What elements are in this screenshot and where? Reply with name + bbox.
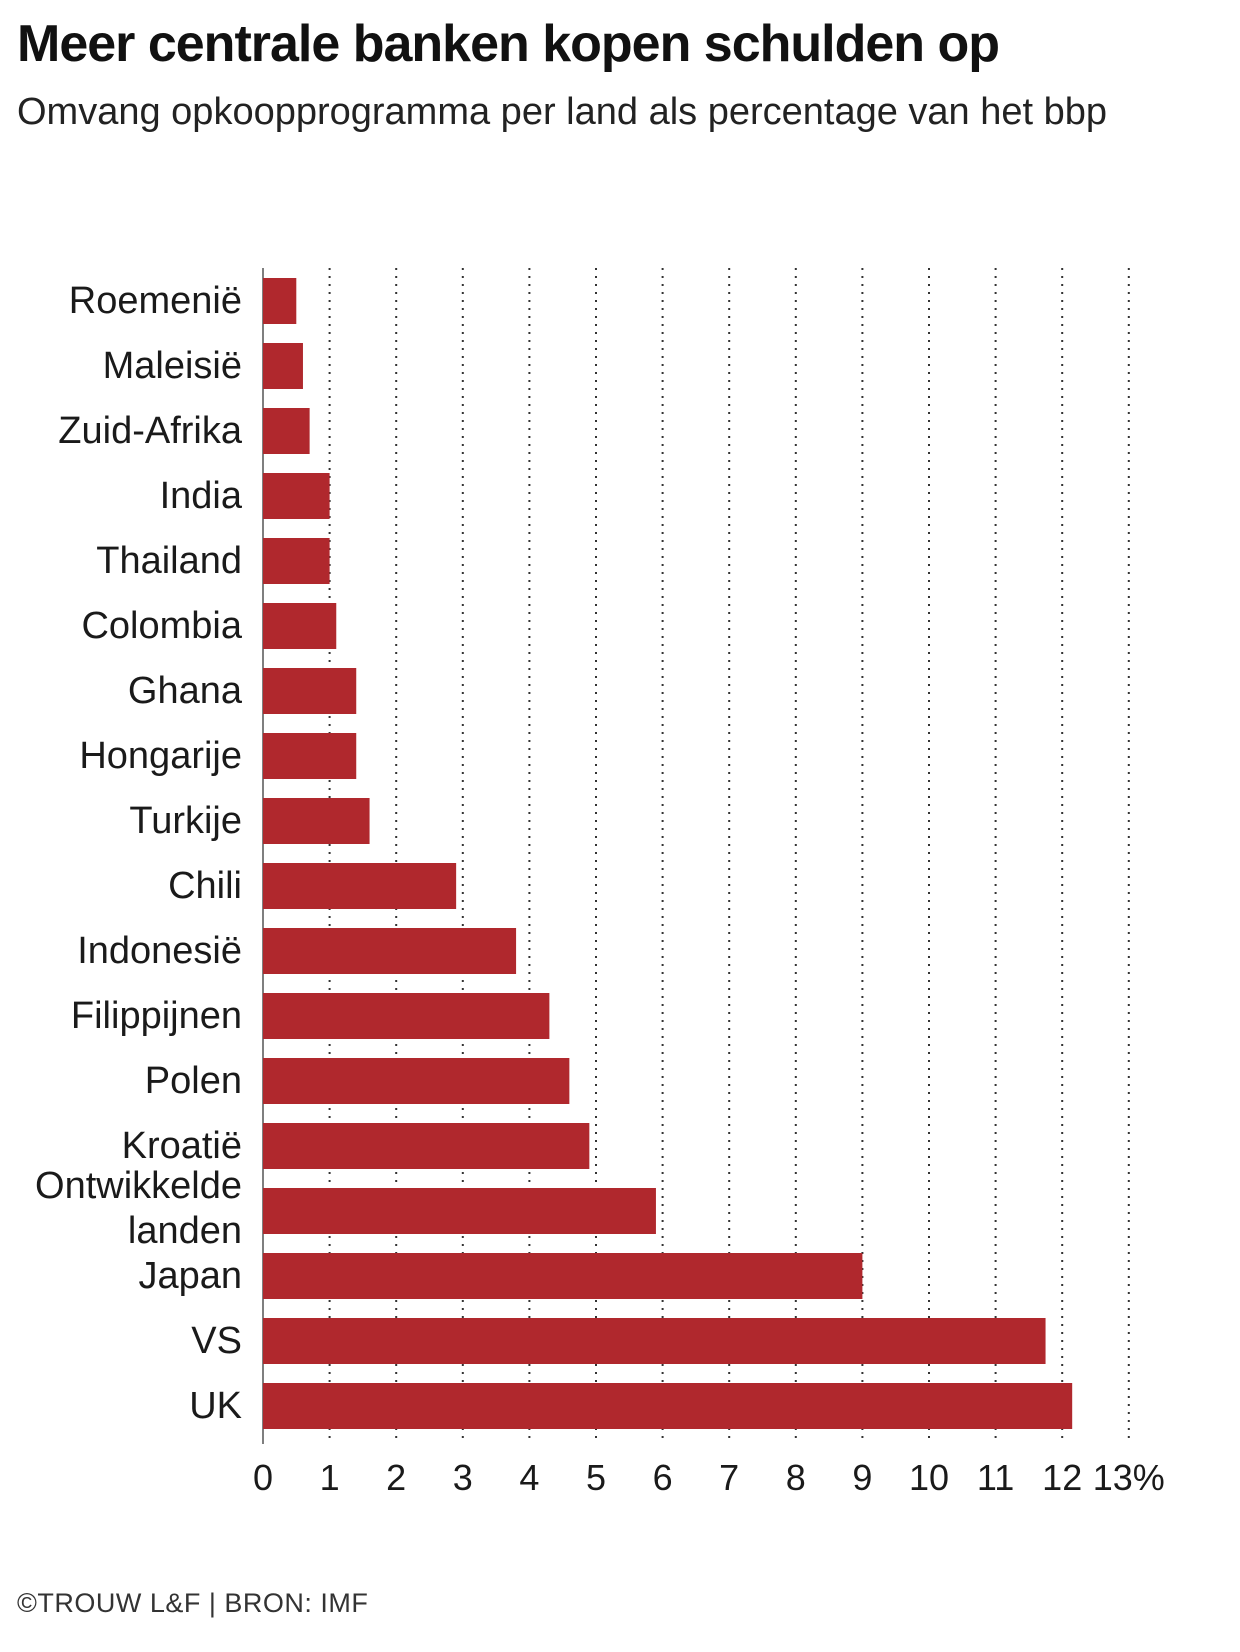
bar-chart: Roemenië Maleisië Zuid-Afrika India Thailand… bbox=[35, 268, 1165, 1498]
x-tick-label: 11 bbox=[977, 1457, 1014, 1498]
category-label: Indonesië bbox=[77, 930, 242, 972]
category-label: India bbox=[160, 475, 243, 517]
category-label: Japan bbox=[138, 1255, 242, 1297]
bar bbox=[263, 1383, 1073, 1429]
category-label: Ghana bbox=[128, 670, 243, 712]
category-label: Maleisië bbox=[103, 345, 242, 387]
bar bbox=[263, 408, 310, 454]
chart-subtitle: Omvang opkoopprogramma per land als perc… bbox=[17, 91, 1108, 133]
x-tick-label: 0 bbox=[253, 1457, 273, 1498]
bar bbox=[263, 1253, 863, 1299]
bar bbox=[263, 538, 330, 584]
x-tick-label: 1 bbox=[320, 1457, 340, 1498]
bar bbox=[263, 1058, 570, 1104]
x-tick-label: 6 bbox=[653, 1457, 673, 1498]
category-label: Chili bbox=[168, 865, 242, 907]
category-label: landen bbox=[128, 1210, 242, 1252]
x-tick-label: 4 bbox=[519, 1457, 539, 1498]
category-label: Colombia bbox=[81, 605, 242, 647]
category-label: Hongarije bbox=[79, 735, 242, 777]
x-tick-label: 2 bbox=[386, 1457, 406, 1498]
category-labels: Roemenië Maleisië Zuid-Afrika India Thailand… bbox=[35, 280, 243, 1427]
bar bbox=[263, 1318, 1046, 1364]
source-credit: ©TROUW L&F | BRON: IMF bbox=[17, 1588, 369, 1618]
x-tick-label: 13% bbox=[1093, 1457, 1165, 1498]
bar bbox=[263, 278, 297, 324]
bar bbox=[263, 668, 357, 714]
bar bbox=[263, 603, 337, 649]
bar bbox=[263, 1188, 656, 1234]
x-tick-label: 3 bbox=[453, 1457, 473, 1498]
bars bbox=[263, 278, 1073, 1429]
x-tick-label: 8 bbox=[786, 1457, 806, 1498]
bar bbox=[263, 473, 330, 519]
category-label: Zuid-Afrika bbox=[58, 410, 243, 452]
bar bbox=[263, 798, 370, 844]
bar bbox=[263, 928, 517, 974]
x-tick-label: 12 bbox=[1042, 1457, 1082, 1498]
category-label: VS bbox=[191, 1320, 242, 1362]
category-label: Polen bbox=[145, 1060, 242, 1102]
bar bbox=[263, 733, 357, 779]
category-label: UK bbox=[189, 1385, 242, 1427]
x-tick-label: 5 bbox=[586, 1457, 606, 1498]
chart-title: Meer centrale banken kopen schulden op bbox=[17, 15, 1000, 73]
bar bbox=[263, 343, 303, 389]
x-axis-ticks: 0 1 2 3 4 5 6 7 8 9 10 11 12 13% bbox=[253, 1457, 1165, 1498]
category-label: Roemenië bbox=[69, 280, 242, 322]
category-label: Ontwikkelde bbox=[35, 1165, 242, 1207]
category-label: Kroatië bbox=[122, 1125, 242, 1167]
bar bbox=[263, 993, 550, 1039]
bar bbox=[263, 1123, 590, 1169]
bar bbox=[263, 863, 457, 909]
x-tick-label: 9 bbox=[852, 1457, 872, 1498]
gridlines bbox=[262, 268, 1130, 1444]
category-label: Turkije bbox=[129, 800, 242, 842]
category-label: Filippijnen bbox=[71, 995, 242, 1037]
category-label: Thailand bbox=[96, 540, 242, 582]
x-tick-label: 10 bbox=[909, 1457, 949, 1498]
x-tick-label: 7 bbox=[719, 1457, 739, 1498]
